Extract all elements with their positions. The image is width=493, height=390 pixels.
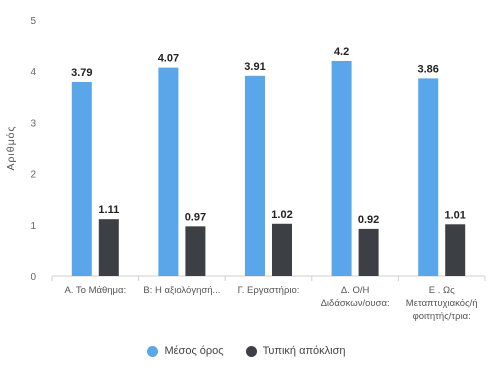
data-label-mean-0: 3.79 [71, 67, 92, 79]
bar-std-4 [445, 224, 466, 276]
y-tick-label-3: 3 [30, 118, 36, 129]
bar-std-2 [272, 223, 292, 276]
y-tick-label-0: 0 [30, 272, 36, 283]
y-tick-label-2: 2 [30, 170, 36, 181]
bar-mean-4 [418, 78, 439, 276]
data-label-std-2: 1.02 [271, 209, 292, 221]
bar-std-3 [358, 228, 379, 276]
x-category-label-0: Α. Το Μάθημα: [64, 285, 126, 296]
bar-mean-2 [245, 75, 265, 276]
legend: Μέσος όρος Τυπική απόκλιση [0, 345, 493, 357]
bar-mean-1 [158, 67, 179, 276]
y-tick-label-5: 5 [30, 16, 36, 27]
data-label-mean-3: 4.2 [334, 46, 349, 58]
y-tick-label-1: 1 [30, 221, 36, 232]
legend-swatch-mean [147, 345, 159, 357]
bar-chart: Αριθμός 0 1 2 3 4 5 3.79 1.11 Α. Το Μάθημα: 4.07 0.… [5, 16, 486, 322]
legend-item-std: Τυπική απόκλιση [245, 345, 346, 357]
legend-swatch-std [245, 345, 257, 357]
x-category-label-1: Β: Η αξιολόγησή... [143, 285, 220, 296]
x-category-label-4: Ε . Ως Μεταπτυχιακός/ή φοιτητής/τρια: [406, 285, 478, 322]
x-category-label-2: Γ. Εργαστήριο: [238, 285, 300, 296]
bar-std-0 [98, 219, 119, 276]
data-label-mean-1: 4.07 [158, 53, 179, 65]
y-axis-label: Αριθμός [5, 125, 17, 170]
bar-std-1 [185, 226, 206, 276]
legend-label-std: Τυπική απόκλιση [262, 345, 346, 357]
data-label-mean-4: 3.86 [417, 63, 438, 75]
bar-mean-3 [331, 60, 352, 277]
data-label-std-4: 1.01 [444, 209, 465, 221]
y-tick-label-4: 4 [30, 67, 36, 78]
data-label-std-3: 0.92 [358, 214, 379, 226]
data-label-std-1: 0.97 [185, 211, 206, 223]
bar-mean-0 [71, 81, 92, 277]
data-label-std-0: 1.11 [98, 204, 119, 216]
x-category-label-3: Δ. Ο/Η Διδάσκων/ουσα: [321, 285, 390, 309]
legend-item-mean: Μέσος όρος [147, 345, 224, 357]
data-label-mean-2: 3.91 [244, 61, 265, 73]
legend-label-mean: Μέσος όρος [164, 345, 224, 357]
